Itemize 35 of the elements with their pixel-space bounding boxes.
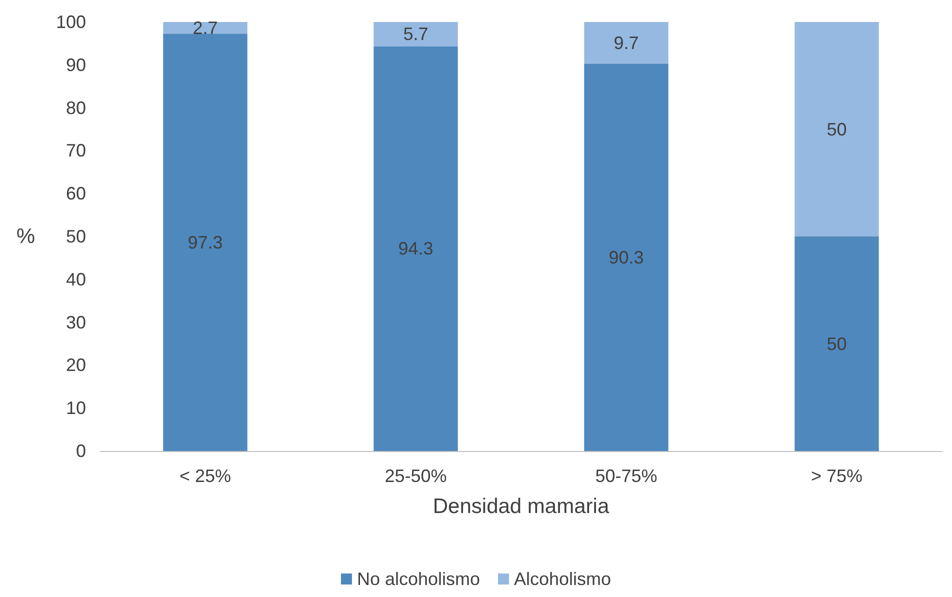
y-tick-label: 60 (66, 184, 86, 204)
data-label: 50 (826, 119, 847, 140)
bar (584, 64, 668, 451)
legend-label: No alcoholismo (356, 569, 480, 589)
bar (584, 22, 668, 64)
y-tick-label: 40 (66, 269, 86, 290)
data-label: 2.7 (192, 18, 218, 38)
y-tick-label: 30 (66, 312, 86, 332)
y-tick-label: 80 (66, 98, 86, 118)
y-tick-label: 90 (66, 54, 86, 75)
x-axis-title: Densidad mamaria (432, 495, 610, 518)
x-tick-label: 25-50% (384, 466, 447, 486)
x-tick-label: > 75% (810, 466, 863, 486)
y-tick-label: 70 (66, 140, 86, 161)
y-tick-label: 100 (56, 12, 86, 32)
y-tick-label: 10 (66, 398, 86, 418)
data-label: 5.7 (403, 24, 428, 44)
y-axis-title: % (16, 225, 35, 248)
data-label: 90.3 (608, 247, 644, 268)
bar (794, 236, 879, 451)
data-label: 97.3 (188, 232, 223, 252)
bar (794, 22, 879, 236)
bar (374, 22, 458, 46)
y-tick-label: 20 (66, 355, 86, 376)
x-tick-label: < 25% (179, 466, 232, 486)
y-tick-label: 50 (66, 226, 86, 246)
legend-label: Alcoholismo (514, 569, 612, 589)
data-label: 94.3 (398, 238, 434, 259)
data-label: 50 (826, 334, 847, 354)
bar (163, 34, 248, 451)
y-tick-label: 0 (76, 441, 86, 461)
bar (374, 46, 458, 451)
bar (163, 22, 248, 34)
data-label: 9.7 (614, 32, 639, 53)
x-tick-label: 50-75% (595, 466, 658, 486)
